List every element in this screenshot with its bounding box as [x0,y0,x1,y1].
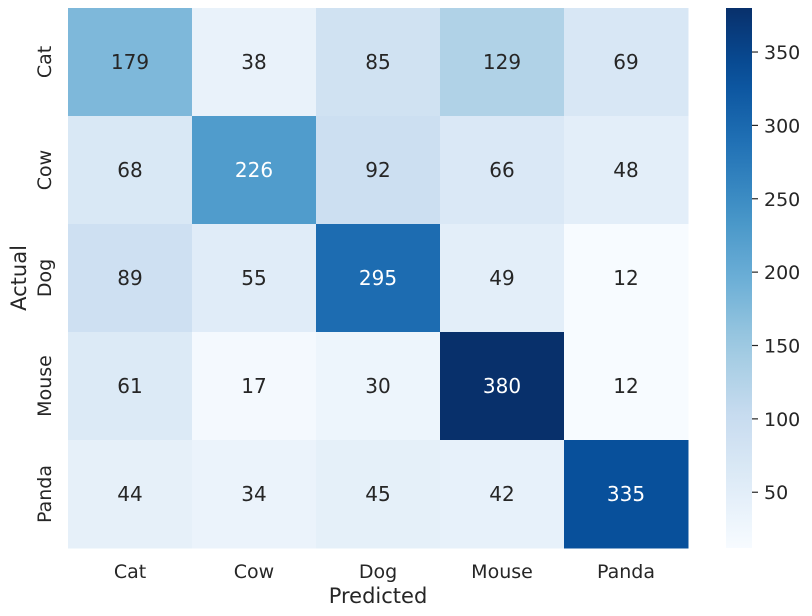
cell-value-label: 129 [483,50,521,74]
heatmap-cell [192,224,317,333]
heatmap-cell-labels: 179 38 85 129 69 68 226 92 66 48 89 55 295 49 12 61 17 30… [111,50,645,506]
heatmap-cell [440,440,565,549]
colorbar-tick-label: 350 [764,42,800,64]
heatmap-cell [68,116,193,225]
cell-value-label: 380 [483,374,521,398]
cell-value-label: 61 [117,374,142,398]
y-tick-label: Dog [34,259,56,297]
colorbar-tick-label: 100 [764,409,800,431]
heatmap-cell [564,116,689,225]
cell-value-label: 48 [613,158,638,182]
y-tick-label: Mouse [34,355,56,417]
cell-value-label: 42 [489,482,514,506]
x-axis-tick-labels: Cat Cow Dog Mouse Panda [114,561,655,583]
x-tick-label: Cow [234,561,274,583]
heatmap-cell [440,8,565,117]
colorbar-tick-label: 250 [764,189,800,211]
heatmap-cells [68,8,689,549]
heatmap-cell [316,440,441,549]
heatmap-cell [564,224,689,333]
cell-value-label: 226 [235,158,273,182]
heatmap-cell [192,440,317,549]
cell-value-label: 179 [111,50,149,74]
cell-value-label: 44 [117,482,142,506]
heatmap-cell [68,8,193,117]
cell-value-label: 12 [613,266,638,290]
heatmap-cell [68,224,193,333]
cell-value-label: 85 [365,50,390,74]
cell-value-label: 45 [365,482,390,506]
cell-value-label: 69 [613,50,638,74]
x-tick-label: Dog [359,561,397,583]
heatmap-cell [316,224,441,333]
x-axis-label: Predicted [329,584,428,608]
heatmap-cell [192,116,317,225]
heatmap-cell [316,8,441,117]
cell-value-label: 12 [613,374,638,398]
heatmap-cell [68,332,193,441]
cell-value-label: 30 [365,374,390,398]
y-axis-label: Actual [7,245,31,311]
y-axis-tick-labels: Cat Cow Dog Mouse Panda [34,46,56,523]
y-tick-label: Panda [34,465,56,523]
colorbar [726,8,752,548]
heatmap-cell [440,116,565,225]
x-tick-label: Panda [597,561,655,583]
cell-value-label: 17 [241,374,266,398]
cell-value-label: 92 [365,158,390,182]
heatmap-cell [440,224,565,333]
heatmap-cell [192,8,317,117]
colorbar-ticks: 50 100 150 200 250 300 350 [752,42,800,504]
heatmap-cell [68,440,193,549]
y-tick-label: Cow [34,150,56,190]
x-tick-label: Mouse [471,561,533,583]
cell-value-label: 89 [117,266,142,290]
heatmap-cell [564,332,689,441]
y-tick-label: Cat [34,46,56,78]
cell-value-label: 68 [117,158,142,182]
heatmap-cell [316,332,441,441]
cell-value-label: 49 [489,266,514,290]
cell-value-label: 66 [489,158,514,182]
heatmap-cell [564,440,689,549]
heatmap-cell [440,332,565,441]
heatmap-cell [316,116,441,225]
cell-value-label: 335 [607,482,645,506]
colorbar-tick-label: 200 [764,262,800,284]
cell-value-label: 55 [241,266,266,290]
cell-value-label: 38 [241,50,266,74]
colorbar-tick-label: 50 [764,482,788,504]
cell-value-label: 34 [241,482,266,506]
colorbar-tick-label: 300 [764,115,800,137]
cell-value-label: 295 [359,266,397,290]
x-tick-label: Cat [114,561,146,583]
colorbar-tick-label: 150 [764,336,800,358]
heatmap-cell [192,332,317,441]
heatmap-cell [564,8,689,117]
